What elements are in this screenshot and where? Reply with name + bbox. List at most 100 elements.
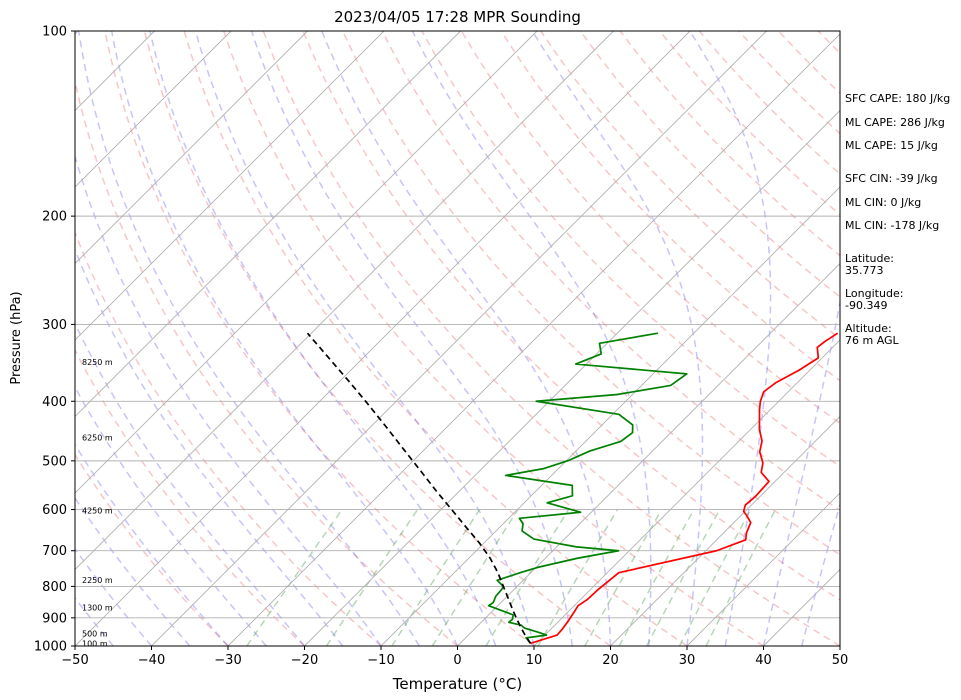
isotherm-line bbox=[75, 31, 308, 265]
dry-adiabat-line bbox=[75, 348, 306, 646]
dry-adiabat-line bbox=[75, 230, 382, 646]
altitude-value: 76 m AGL bbox=[845, 334, 900, 347]
dry-adiabat-line bbox=[143, 31, 611, 646]
dry-adiabat-line bbox=[302, 31, 840, 601]
x-tick-label: 40 bbox=[755, 653, 772, 668]
dewpoint-trace bbox=[487, 332, 688, 644]
mixing-ratio-line bbox=[705, 509, 777, 646]
temperature-trace bbox=[530, 332, 839, 645]
y-axis-label: Pressure (hPa) bbox=[9, 291, 24, 384]
longitude-value: -90.349 bbox=[845, 299, 887, 312]
height-label: 100 m bbox=[82, 639, 108, 648]
mixing-ratio-line bbox=[485, 509, 570, 646]
mixing-ratio-line bbox=[584, 509, 663, 646]
y-tick-label: 1000 bbox=[34, 640, 67, 655]
parcel-trace bbox=[306, 332, 532, 644]
moist-adiabat-line bbox=[77, 31, 420, 646]
x-tick-label: −30 bbox=[214, 653, 241, 668]
x-tick-label: −10 bbox=[367, 653, 394, 668]
moist-adiabat-line bbox=[75, 496, 191, 646]
y-tick-label: 100 bbox=[42, 25, 67, 40]
isotherm-line bbox=[151, 31, 767, 646]
moist-adiabat-line bbox=[250, 31, 573, 646]
isotherm-line bbox=[75, 31, 614, 571]
moist-adiabat-line bbox=[411, 31, 652, 646]
moist-adiabat-line bbox=[75, 321, 306, 646]
x-tick-label: 0 bbox=[453, 653, 461, 668]
annotation-ml-cin: ML CIN: 0 J/kg bbox=[845, 196, 921, 209]
y-tick-label: 300 bbox=[42, 318, 67, 333]
moist-adiabat-line bbox=[75, 247, 344, 646]
x-tick-label: −40 bbox=[138, 653, 165, 668]
dry-adiabat-line bbox=[460, 31, 840, 425]
chart-title: 2023/04/05 17:28 MPR Sounding bbox=[334, 8, 581, 26]
mixing-ratio-line bbox=[391, 509, 481, 646]
moist-adiabat-line bbox=[75, 443, 229, 646]
dry-adiabat-line bbox=[262, 31, 840, 646]
sounding-traces bbox=[306, 332, 839, 645]
dry-adiabat-line bbox=[341, 31, 840, 556]
altitude-label: Altitude: bbox=[845, 322, 892, 335]
isotherm-line bbox=[533, 339, 840, 646]
isotherm-line bbox=[610, 415, 840, 646]
x-tick-label: −50 bbox=[61, 653, 88, 668]
isobars bbox=[75, 31, 840, 619]
height-label: 6250 m bbox=[82, 433, 113, 442]
isotherm-line bbox=[380, 186, 840, 646]
isotherm-line bbox=[75, 31, 461, 418]
mixing-ratio-line bbox=[325, 509, 419, 646]
dry-adiabat-line bbox=[75, 78, 458, 646]
moist-adiabat-line bbox=[194, 31, 535, 646]
y-axis-ticks: 1000 900 800 700 600 500 400 300 200 100 bbox=[34, 25, 75, 655]
isotherm-line bbox=[75, 31, 691, 646]
y-tick-label: 500 bbox=[42, 454, 67, 469]
longitude-label: Longitude: bbox=[845, 287, 903, 300]
dry-adiabat-line bbox=[223, 31, 764, 646]
cape-cin-annotations: SFC CAPE: 180 J/kg ML CAPE: 286 J/kg ML … bbox=[845, 92, 950, 232]
height-label: 8250 m bbox=[82, 358, 113, 367]
mixing-ratio-line bbox=[246, 509, 343, 646]
dry-adiabat-line bbox=[75, 453, 229, 646]
x-tick-label: −20 bbox=[291, 653, 318, 668]
moist-adiabat-line bbox=[110, 31, 459, 646]
isotherms bbox=[0, 31, 840, 646]
moist-adiabat-line bbox=[531, 31, 704, 646]
moist-adiabat-line bbox=[321, 31, 612, 646]
plot-frame bbox=[74, 30, 841, 647]
y-tick-label: 800 bbox=[42, 580, 67, 595]
annotation-sfc-cin: SFC CIN: -39 J/kg bbox=[845, 172, 938, 185]
x-tick-label: 10 bbox=[526, 653, 543, 668]
annotation-ml-cin-2: ML CIN: -178 J/kg bbox=[845, 219, 939, 232]
y-tick-label: 900 bbox=[42, 611, 67, 626]
height-label: 500 m bbox=[82, 630, 108, 639]
dry-adiabat-line bbox=[104, 31, 535, 646]
isotherm-line bbox=[75, 31, 385, 341]
mixing-ratio-line bbox=[645, 509, 721, 646]
isotherm-line bbox=[75, 31, 538, 494]
latitude-value: 35.773 bbox=[845, 264, 884, 277]
height-label: 4250 m bbox=[82, 506, 113, 515]
isotherm-line bbox=[304, 109, 840, 646]
isotherm-line bbox=[0, 31, 2, 646]
moist-adiabat-line bbox=[75, 385, 267, 646]
mixing-ratio-line bbox=[537, 509, 619, 646]
dry-adiabats bbox=[75, 31, 840, 646]
x-tick-label: 20 bbox=[602, 653, 619, 668]
moist-adiabat-line bbox=[689, 31, 772, 646]
y-tick-label: 200 bbox=[42, 210, 67, 225]
y-tick-label: 600 bbox=[42, 503, 67, 518]
moist-adiabat-line bbox=[75, 153, 382, 646]
dry-adiabat-line bbox=[183, 31, 688, 646]
plot-area bbox=[0, 31, 840, 646]
isotherm-line bbox=[686, 492, 840, 646]
mixing-ratio-line bbox=[618, 509, 695, 646]
height-label: 2250 m bbox=[82, 576, 113, 585]
dry-adiabat-line bbox=[500, 31, 840, 382]
moist-adiabat-line bbox=[149, 31, 497, 646]
moist-adiabats bbox=[75, 31, 840, 646]
site-info: Latitude: 35.773 Longitude: -90.349 Alti… bbox=[845, 252, 903, 347]
latitude-label: Latitude: bbox=[845, 252, 894, 265]
isotherm-line bbox=[75, 31, 232, 188]
